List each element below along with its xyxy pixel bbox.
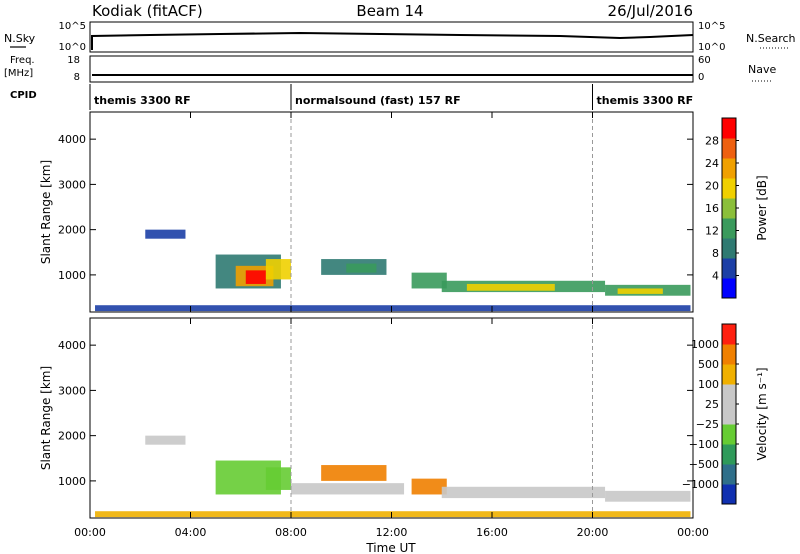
- power-data-region: [346, 263, 377, 273]
- power-colorbar-tick: 16: [705, 202, 719, 215]
- velocity-data-region: [145, 435, 186, 445]
- cpid-segment-label: themis 3300 RF: [597, 94, 694, 107]
- power-data-region: [245, 270, 266, 284]
- power-data-region: [411, 272, 447, 289]
- noise-right-tick-high: 10^5: [698, 21, 725, 32]
- power-colorbar-swatch: [722, 238, 736, 259]
- power-colorbar-tick: 28: [705, 135, 719, 148]
- freq-right-tick-low: 0: [698, 72, 704, 83]
- x-tick-label: 00:00: [677, 526, 709, 539]
- freq-right-tick-high: 60: [698, 55, 711, 66]
- power-data-region: [466, 283, 555, 291]
- power-colorbar-swatch: [722, 278, 736, 299]
- power-colorbar-swatch: [722, 258, 736, 279]
- velocity-data-region: [605, 490, 691, 502]
- velocity-colorbar-tick: 100: [698, 378, 719, 391]
- y-axis-title: Slant Range [km]: [39, 160, 53, 264]
- velocity-colorbar-swatch: [722, 464, 736, 485]
- velocity-colorbar-tick: 500: [698, 358, 719, 371]
- power-data-region: [95, 305, 691, 312]
- cpid-label: CPID: [10, 90, 37, 101]
- power-data-region: [617, 288, 663, 294]
- y-tick-label: 4000: [58, 339, 86, 352]
- nsearch-label: N.Search: [746, 32, 796, 45]
- velocity-data-region: [95, 511, 691, 518]
- y-tick-label: 1000: [58, 269, 86, 282]
- velocity-colorbar-swatch: [722, 364, 736, 385]
- x-tick-label: 04:00: [175, 526, 207, 539]
- velocity-colorbar-tick: −100: [689, 438, 719, 451]
- y-tick-label: 3000: [58, 178, 86, 191]
- power-colorbar-tick: 20: [705, 180, 719, 193]
- noise-strip: 10^5 10^0 10^5 10^0 N.Sky N.Search: [4, 21, 796, 53]
- power-colorbar-swatch: [722, 178, 736, 199]
- cpid-segment-label: normalsound (fast) 157 RF: [295, 94, 461, 107]
- power-data-region: [145, 229, 186, 239]
- freq-left-tick-high: 18: [67, 55, 80, 66]
- power-colorbar-tick: 24: [705, 157, 719, 170]
- frequency-strip: 18 8 60 0 Freq. [MHz] Nave: [4, 55, 776, 83]
- station-title: Kodiak (fitACF): [92, 2, 203, 20]
- freq-left-tick-low: 8: [74, 72, 80, 83]
- beam-title: Beam 14: [356, 2, 423, 20]
- velocity-panel: 1000 2000 3000 4000 00:00 04:00 08:00 12:00 16:0…: [39, 317, 769, 539]
- noise-left-tick-low: 10^0: [59, 42, 86, 53]
- velocity-colorbar-tick: −500: [689, 458, 719, 471]
- power-colorbar-label: Power [dB]: [755, 175, 769, 240]
- date-title: 26/Jul/2016: [608, 2, 693, 20]
- y-tick-label: 1000: [58, 475, 86, 488]
- cpid-strip: CPID themis 3300 RF normalsound (fast) 15…: [10, 84, 693, 110]
- y-tick-label: 4000: [58, 133, 86, 146]
- power-panel: 1000 2000 3000 4000 Slant Range [km] 28 24 20 16…: [39, 111, 769, 313]
- noise-left-tick-high: 10^5: [59, 21, 86, 32]
- velocity-data-region: [321, 465, 387, 481]
- freq-unit-label: [MHz]: [4, 68, 33, 79]
- x-axis-title: Time UT: [365, 541, 416, 554]
- velocity-colorbar-swatch: [722, 324, 736, 345]
- nave-label: Nave: [748, 63, 776, 76]
- velocity-colorbar-swatch: [722, 384, 736, 405]
- velocity-colorbar-tick: 1000: [691, 338, 719, 351]
- velocity-data-region: [411, 478, 447, 495]
- cpid-segment-label: themis 3300 RF: [94, 94, 191, 107]
- velocity-colorbar-swatch: [722, 344, 736, 365]
- x-tick-label: 00:00: [74, 526, 106, 539]
- freq-label: Freq.: [10, 55, 35, 66]
- power-colorbar-swatch: [722, 218, 736, 239]
- y-tick-label: 2000: [58, 430, 86, 443]
- y-axis-title: Slant Range [km]: [39, 366, 53, 470]
- power-colorbar-swatch: [722, 158, 736, 179]
- power-colorbar-swatch: [722, 138, 736, 159]
- y-tick-label: 3000: [58, 384, 86, 397]
- x-tick-label: 12:00: [376, 526, 408, 539]
- power-data-region: [265, 259, 291, 280]
- power-colorbar-tick: 12: [705, 225, 719, 238]
- x-tick-label: 20:00: [577, 526, 609, 539]
- power-colorbar-tick: 8: [712, 247, 719, 260]
- velocity-colorbar-swatch: [722, 424, 736, 445]
- velocity-colorbar-swatch: [722, 484, 736, 505]
- velocity-colorbar-tick: −1000: [682, 478, 719, 491]
- velocity-colorbar-label: Velocity [m s⁻¹]: [755, 367, 769, 460]
- power-colorbar-swatch: [722, 118, 736, 139]
- power-colorbar-tick: 4: [712, 270, 719, 283]
- velocity-data-region: [291, 483, 405, 495]
- x-tick-label: 16:00: [476, 526, 508, 539]
- velocity-data-region: [441, 486, 606, 499]
- y-tick-label: 2000: [58, 224, 86, 237]
- x-tick-label: 08:00: [275, 526, 307, 539]
- velocity-colorbar-swatch: [722, 444, 736, 465]
- velocity-colorbar-tick: −25: [696, 418, 719, 431]
- velocity-data-region: [265, 467, 291, 490]
- nsky-label: N.Sky: [4, 32, 36, 45]
- power-colorbar-swatch: [722, 198, 736, 219]
- velocity-colorbar-tick: 25: [705, 398, 719, 411]
- noise-right-tick-low: 10^0: [698, 42, 725, 53]
- velocity-colorbar-swatch: [722, 404, 736, 425]
